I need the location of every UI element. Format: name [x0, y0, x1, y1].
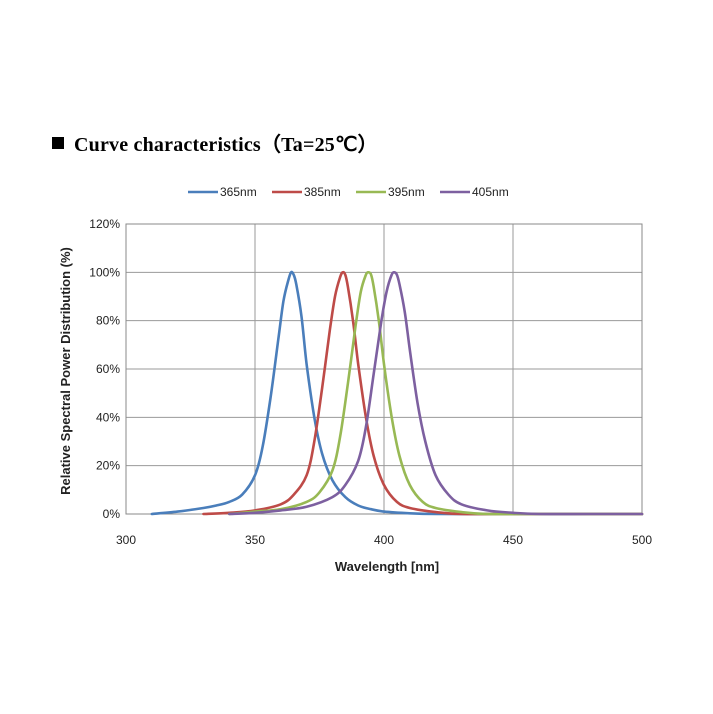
- axes: 0% 20% 40% 60% 80% 100% 120% 300 350 400 450 500: [89, 217, 652, 547]
- x-tick-label: 350: [245, 533, 265, 547]
- y-tick-label: 20%: [96, 459, 120, 473]
- y-tick-label: 0%: [103, 507, 121, 521]
- plot-border: [125, 223, 643, 515]
- series-line-405nm: [227, 270, 644, 516]
- legend-label-395nm: 395nm: [388, 185, 425, 199]
- legend-label-365nm: 365nm: [220, 185, 257, 199]
- x-tick-label: 500: [632, 533, 652, 547]
- x-tick-label: 300: [116, 533, 136, 547]
- y-tick-label: 120%: [89, 217, 120, 231]
- y-tick-label: 40%: [96, 410, 120, 424]
- page-title: Curve characteristics（Ta=25℃）: [74, 134, 378, 156]
- series-line-365nm: [150, 270, 644, 516]
- x-axis-label: Wavelength [nm]: [335, 559, 439, 574]
- y-tick-label: 80%: [96, 314, 120, 328]
- legend-label-405nm: 405nm: [472, 185, 509, 199]
- y-axis-label: Relative Spectral Power Distribution (%): [58, 247, 73, 495]
- legend: 365nm 385nm 395nm 405nm: [188, 185, 509, 199]
- series-line-395nm: [227, 270, 644, 516]
- x-tick-label: 400: [374, 533, 394, 547]
- x-tick-label: 450: [503, 533, 523, 547]
- chart-heading: Curve characteristics（Ta=25℃）: [52, 128, 378, 157]
- heading-square-marker: [52, 136, 64, 149]
- series-lines: [150, 270, 644, 516]
- series-line-385nm: [202, 270, 644, 516]
- y-tick-label: 100%: [89, 265, 120, 279]
- legend-label-385nm: 385nm: [304, 185, 341, 199]
- y-tick-label: 60%: [96, 362, 120, 376]
